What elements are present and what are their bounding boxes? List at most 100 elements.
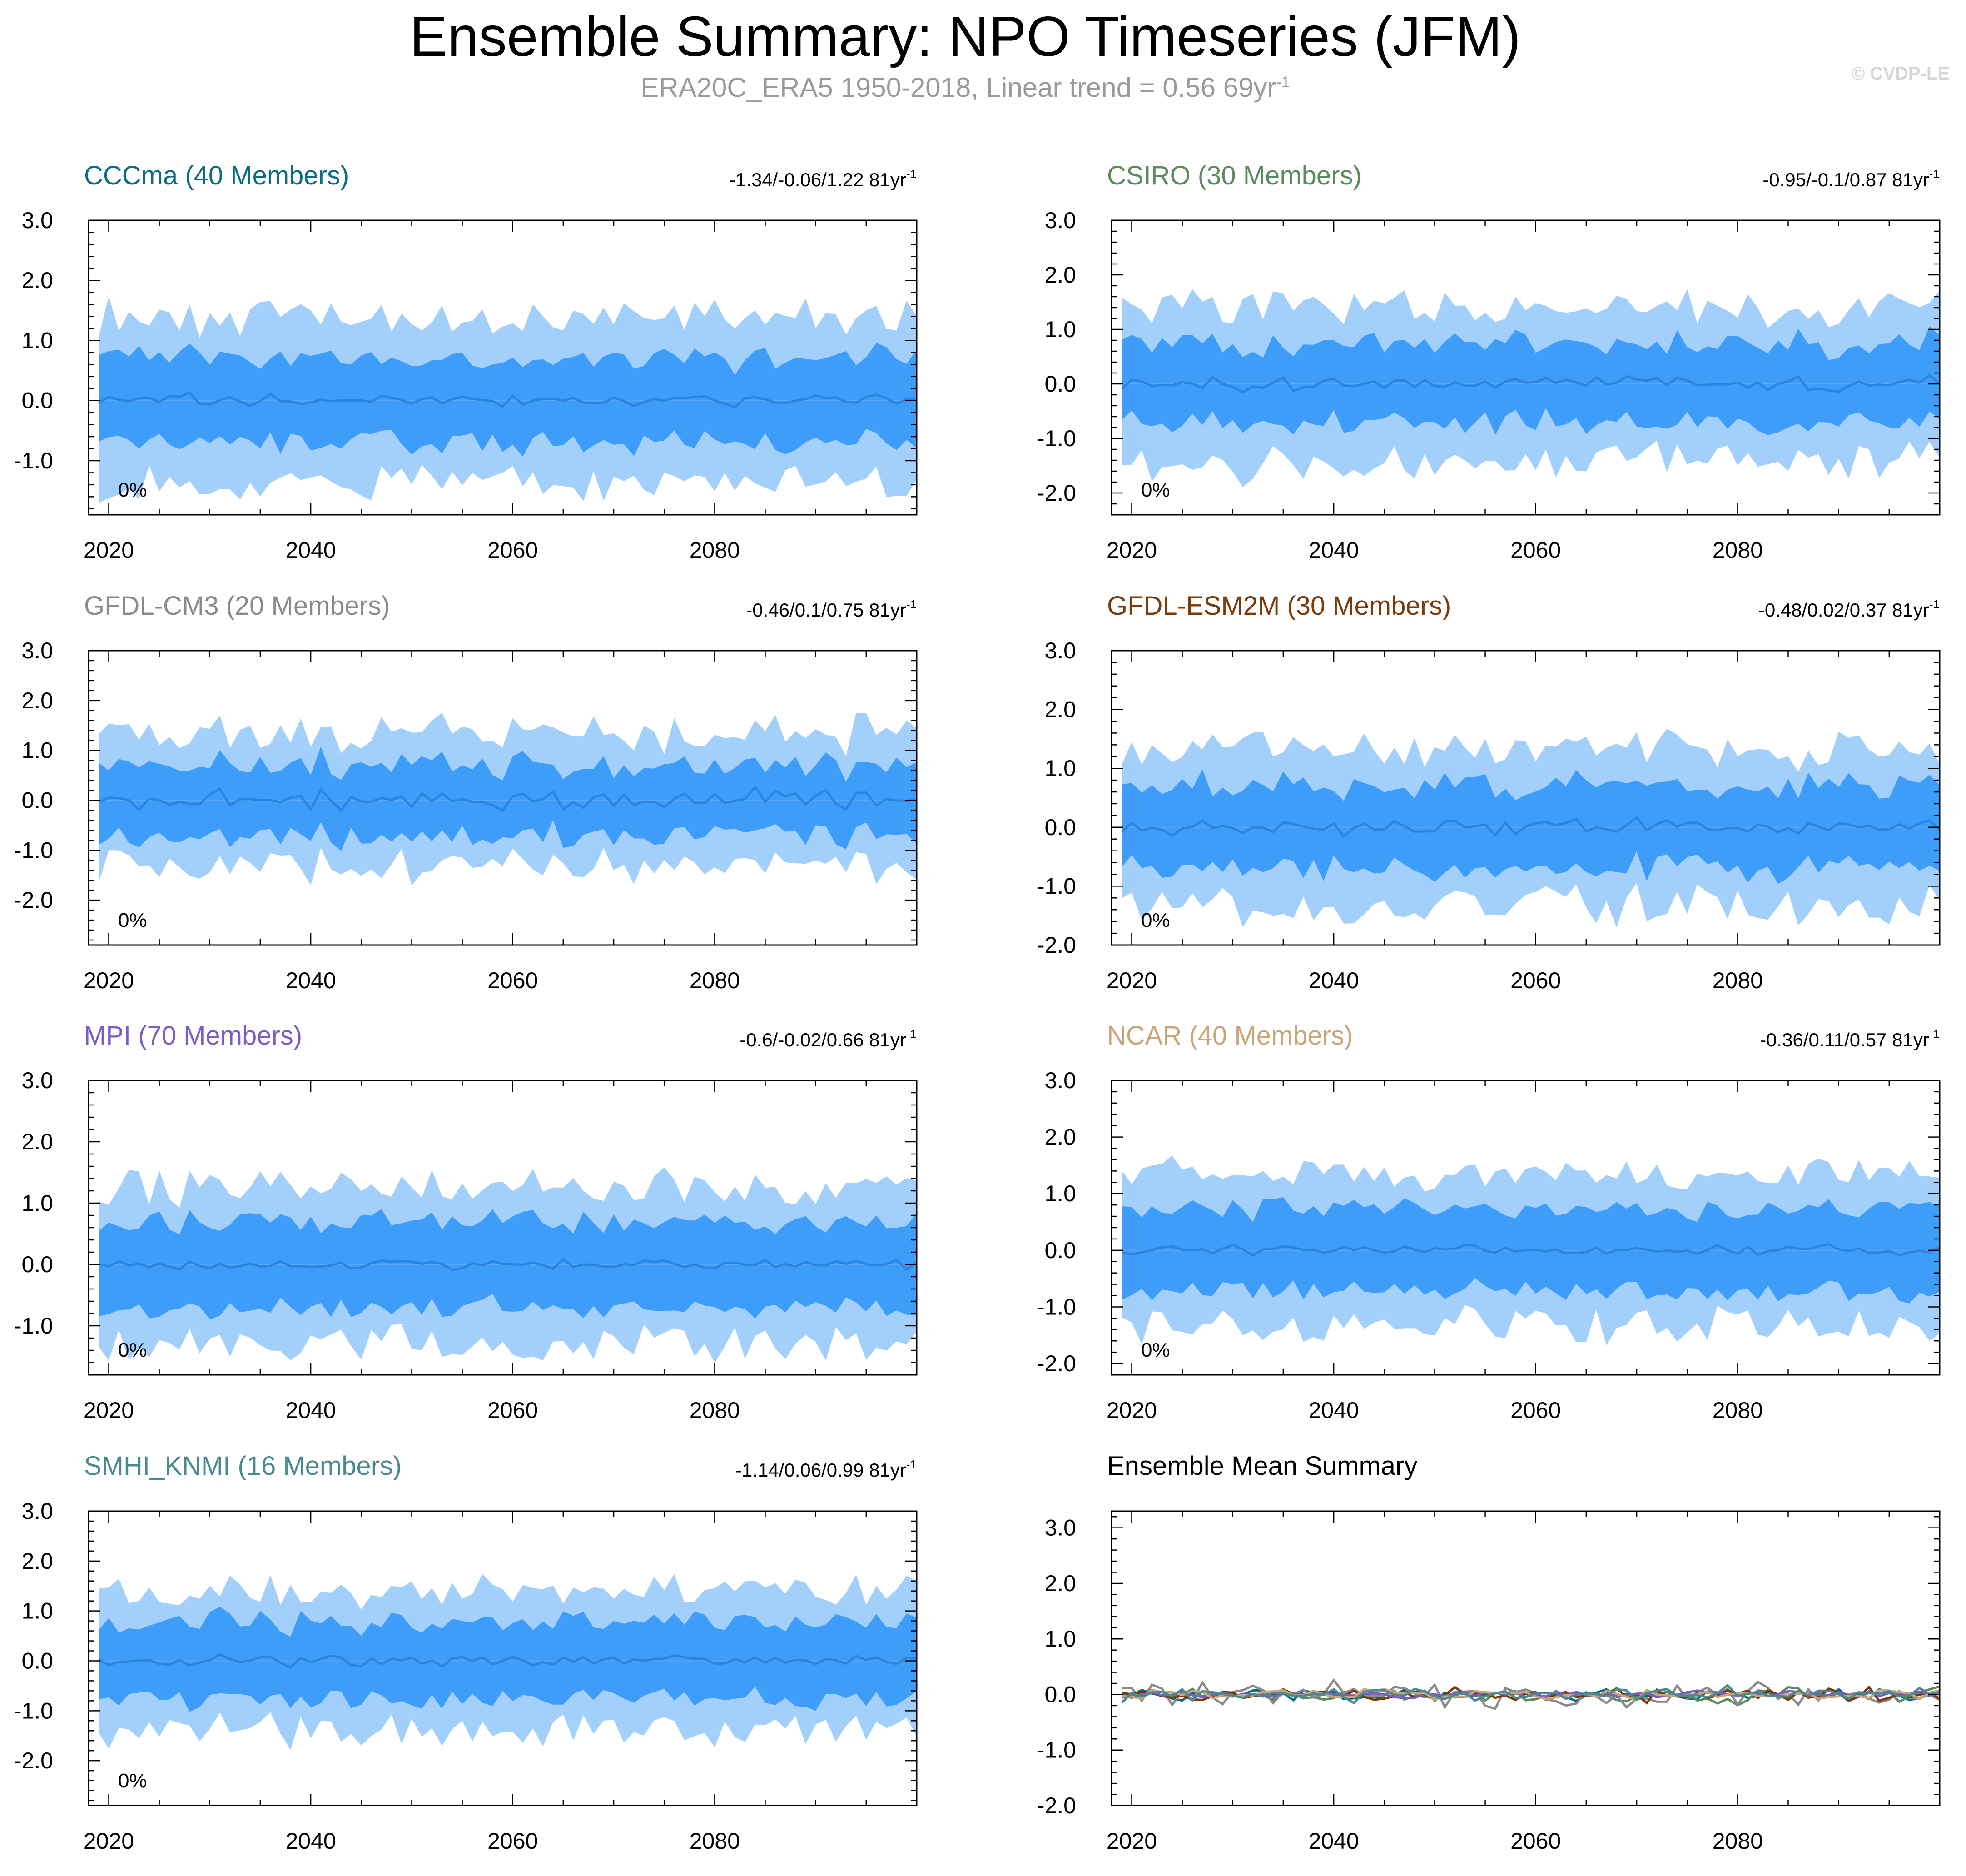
percent-label: 0% [118,909,147,931]
ensemble-mean-line [1121,816,1941,838]
figure-subtitle: ERA20C_ERA5 1950-2018, Linear trend = 0.… [0,72,1931,103]
ensemble-mean-series-3 [1122,1678,1941,1710]
x-tick-label: 2060 [1510,1398,1561,1423]
y-tick-label: -1.0 [1037,1737,1076,1763]
y-tick-label: 3.0 [1044,1068,1076,1093]
inner-spread-band [1122,769,1940,884]
panel-title: GFDL-ESM2M (30 Members) [1107,591,1451,621]
y-tick-label: 1.0 [1044,317,1076,342]
x-tick-label: 2060 [1510,968,1561,993]
y-tick-label: 0.0 [21,1252,53,1277]
y-tick-label: -1.0 [1037,1294,1076,1319]
x-tick-label: 2020 [84,537,134,563]
percent-label: 0% [118,1339,147,1361]
y-tick-label: -2.0 [1037,1351,1076,1376]
plot-frame [88,1510,918,1806]
inner-spread-band [1122,326,1940,435]
x-tick-label: 2040 [1308,1828,1359,1854]
x-tick-label: 2040 [1308,1398,1359,1423]
y-tick-label: 3.0 [21,1068,53,1093]
x-tick-label: 2060 [487,968,538,993]
y-tick-label: 2.0 [1044,1125,1076,1150]
ensemble-mean-line [98,1653,917,1669]
subtitle-text: ERA20C_ERA5 1950-2018, Linear trend = 0.… [640,72,1276,103]
ensemble-mean-series-7 [1121,1683,1940,1705]
x-tick-label: 2020 [1107,1828,1157,1854]
panel-range-label: -0.6/-0.02/0.66 81yr-1 [740,1027,917,1050]
x-tick-label: 2080 [690,968,740,993]
x-tick-label: 2040 [1308,537,1359,563]
y-tick-label: 0.0 [21,388,53,413]
y-tick-label: 1.0 [21,1598,53,1624]
y-tick-label: -2.0 [1037,480,1076,506]
y-tick-label: -2.0 [14,1748,53,1773]
y-tick-label: 1.0 [21,328,53,353]
y-tick-label: 1.0 [1044,1626,1076,1652]
x-tick-label: 2080 [690,1398,740,1423]
y-tick-label: 2.0 [21,1548,53,1574]
x-tick-label: 2040 [1308,968,1359,993]
plot-frame [88,219,918,516]
y-tick-label: -2.0 [1037,932,1076,958]
x-tick-label: 2020 [84,968,134,993]
inner-spread-band [99,746,917,851]
ensemble-mean-line [1121,373,1941,394]
panel-range-label: -1.14/0.06/0.99 81yr-1 [735,1458,917,1481]
panel-1: CCCma (40 Members) -1.34/-0.06/1.22 81yr-… [14,161,918,563]
x-tick-label: 2040 [285,968,336,993]
y-tick-label: 3.0 [21,638,53,663]
y-tick-label: 0.0 [1044,1682,1076,1707]
cvdp-watermark: © CVDP-LE [1851,64,1950,84]
x-tick-label: 2060 [487,1828,538,1854]
plot-frame [88,650,918,946]
plot-frame [1111,219,1941,516]
y-tick-label: 1.0 [21,1190,53,1216]
x-tick-label: 2040 [285,537,336,563]
percent-label: 0% [1141,479,1170,501]
figure-title: Ensemble Summary: NPO Timeseries (JFM) [410,5,1521,68]
plot-frame [1111,650,1941,946]
y-tick-label: 1.0 [1044,756,1076,781]
y-tick-label: -1.0 [1037,426,1076,451]
panel-title: SMHI_KNMI (16 Members) [84,1451,402,1481]
x-tick-label: 2060 [1510,537,1561,563]
panel-range-label: -0.46/0.1/0.75 81yr-1 [746,597,917,621]
panel-title: MPI (70 Members) [84,1021,302,1050]
y-tick-label: -2.0 [14,887,53,913]
x-tick-label: 2060 [1510,1828,1561,1854]
panel-6: NCAR (40 Members) -0.36/0.11/0.57 81yr-1 0… [1037,1021,1941,1423]
y-tick-label: 2.0 [1044,697,1076,722]
panel-2: CSIRO (30 Members) -0.95/-0.1/0.87 81yr-1… [1037,161,1941,563]
percent-label: 0% [1141,909,1170,931]
y-tick-label: 2.0 [1044,262,1076,288]
panel-title: Ensemble Mean Summary [1107,1451,1417,1481]
y-tick-label: -1.0 [1037,873,1076,899]
y-tick-label: 3.0 [1044,638,1076,663]
y-tick-label: 3.0 [21,1498,53,1524]
y-tick-label: -1.0 [14,448,53,473]
y-tick-label: 0.0 [21,1648,53,1673]
panel-title: NCAR (40 Members) [1107,1021,1353,1050]
plot-frame [1111,1510,1941,1806]
y-tick-label: 2.0 [21,1129,53,1154]
ensemble-mean-line [98,1258,918,1271]
y-tick-label: 2.0 [21,688,53,713]
x-tick-label: 2080 [1713,1828,1763,1854]
panel-range-label: -0.48/0.02/0.37 81yr-1 [1758,597,1940,621]
panel-7: SMHI_KNMI (16 Members) -1.14/0.06/0.99 81… [14,1451,918,1854]
panel-3: GFDL-CM3 (20 Members) -0.46/0.1/0.75 81yr… [14,591,918,993]
panel-5: MPI (70 Members) -0.6/-0.02/0.66 81yr-1 0%… [14,1021,918,1423]
y-tick-label: 3.0 [1044,1515,1076,1541]
y-tick-label: 3.0 [1044,208,1076,233]
y-tick-label: 0.0 [1044,1238,1076,1263]
x-tick-label: 2020 [1107,1398,1157,1423]
x-tick-label: 2060 [487,1398,538,1423]
x-tick-label: 2080 [690,1828,740,1854]
panel-range-label: -1.34/-0.06/1.22 81yr-1 [729,167,917,190]
y-tick-label: -1.0 [14,1313,53,1339]
ensemble-mean-line [98,785,917,812]
x-tick-label: 2060 [487,537,538,563]
x-tick-label: 2040 [285,1398,336,1423]
y-tick-label: -1.0 [14,837,53,863]
